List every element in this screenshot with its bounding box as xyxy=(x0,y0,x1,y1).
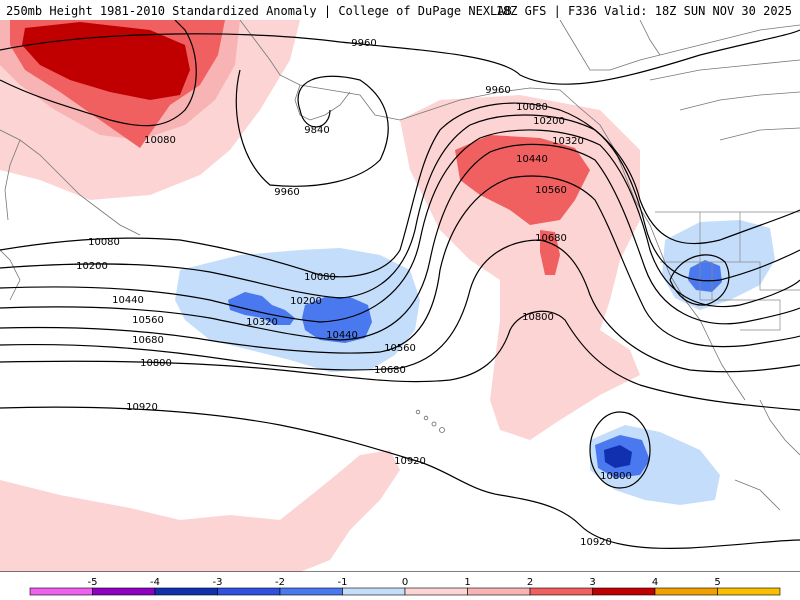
colorbar-legend: -5 -4 -3 -2 -1 0 1 2 3 4 5 xyxy=(0,575,800,600)
contour-10080 xyxy=(0,102,800,278)
contour-10800-low xyxy=(589,411,651,489)
contour-label: 10680 xyxy=(374,365,406,376)
colorbar-tick-label: -1 xyxy=(338,577,348,588)
coastlines xyxy=(0,20,800,511)
contour-9960 xyxy=(0,29,800,85)
contour-10200 xyxy=(0,114,800,299)
anomaly-map: 9960 9960 9960 9840 10080 10080 10080 10… xyxy=(0,20,800,572)
contour-10800 xyxy=(0,310,800,411)
colorbar-swatch-neg1 xyxy=(279,587,343,596)
colorbar-swatch-pos5 xyxy=(717,587,781,596)
anomaly-neg1-uswest xyxy=(662,220,775,310)
colorbar-tick-label: -2 xyxy=(275,577,285,588)
contour-label: 9960 xyxy=(274,187,299,198)
contour-label: 10200 xyxy=(290,296,322,307)
political-boundaries xyxy=(655,211,800,331)
contour-label: 10920 xyxy=(580,537,612,548)
contour-label: 10440 xyxy=(112,295,144,306)
contour-10920 xyxy=(0,406,800,549)
contour-label: 10680 xyxy=(132,335,164,346)
colorbar-tick-label: -3 xyxy=(213,577,223,588)
contour-label: 10200 xyxy=(76,261,108,272)
contour-label: 10920 xyxy=(126,402,158,413)
anomaly-shading xyxy=(0,20,775,572)
colorbar-swatch-neg0 xyxy=(342,587,406,596)
height-contours xyxy=(0,20,800,549)
colorbar-labels: -5 -4 -3 -2 -1 0 1 2 3 4 5 xyxy=(88,577,721,588)
contour-label: 10440 xyxy=(326,330,358,341)
model-valid-time: 18Z GFS | F336 Valid: 18Z SUN NOV 30 202… xyxy=(495,4,792,18)
colorbar-tick-label: 4 xyxy=(652,577,658,588)
anomaly-neg3-southeast xyxy=(604,445,632,468)
contour-label: 10800 xyxy=(600,471,632,482)
anomaly-pos3-siberia xyxy=(22,22,190,100)
anomaly-pos1-southwest xyxy=(0,450,400,572)
colorbar-tick-label: 0 xyxy=(402,577,408,588)
colorbar-swatch-pos2 xyxy=(529,587,593,596)
contour-9960-alaska xyxy=(235,69,389,187)
contour-10320 xyxy=(0,129,800,323)
contour-label: 10560 xyxy=(132,315,164,326)
colorbar-swatch-pos4 xyxy=(654,587,718,596)
colorbar-swatch-neg2 xyxy=(217,587,281,596)
anomaly-neg2-central-a xyxy=(228,292,295,325)
anomaly-neg1-central xyxy=(175,248,420,372)
header-bar: 250mb Height 1981-2010 Standardized Anom… xyxy=(0,0,800,20)
contour-10440 xyxy=(0,143,800,341)
contour-10680 xyxy=(0,239,800,373)
contour-10080-siberia xyxy=(0,20,197,127)
colorbar-swatch-pos3 xyxy=(592,587,656,596)
anomaly-neg2-uswest xyxy=(688,260,722,292)
contour-label: 10080 xyxy=(144,135,176,146)
contour-label: 10440 xyxy=(516,154,548,165)
colorbar-swatch-pos1 xyxy=(467,587,531,596)
contour-label: 10080 xyxy=(304,272,336,283)
contour-uswest-trough xyxy=(669,254,730,306)
colorbar-swatch-neg4 xyxy=(92,587,156,596)
colorbar-tick-label: 1 xyxy=(464,577,470,588)
contour-label: 10680 xyxy=(535,233,567,244)
contour-label: 10200 xyxy=(533,116,565,127)
colorbar-tick-label: -5 xyxy=(88,577,98,588)
contour-label: 10560 xyxy=(535,185,567,196)
hawaii-islands xyxy=(415,409,445,433)
colorbar-swatch-pos0 xyxy=(404,587,468,596)
contour-label: 9960 xyxy=(351,38,376,49)
colorbar-swatch-neg3 xyxy=(154,587,218,596)
contour-label: 10320 xyxy=(246,317,278,328)
contour-label: 9840 xyxy=(304,125,329,136)
colorbar-tick-label: 2 xyxy=(527,577,533,588)
contour-label: 10800 xyxy=(140,358,172,369)
colorbar-tick-label: -4 xyxy=(150,577,160,588)
contour-labels: 9960 9960 9960 9840 10080 10080 10080 10… xyxy=(76,38,632,548)
contour-label: 10320 xyxy=(552,136,584,147)
colorbar-tick-label: 3 xyxy=(589,577,595,588)
contour-label: 10800 xyxy=(522,312,554,323)
colorbar-tick-label: 5 xyxy=(714,577,720,588)
contour-label: 10080 xyxy=(88,237,120,248)
contour-label: 10080 xyxy=(516,102,548,113)
contour-label: 9960 xyxy=(485,85,510,96)
colorbar-swatch-neg5 xyxy=(29,587,93,596)
anomaly-pos2-gulf xyxy=(455,135,590,225)
colorbar-swatches xyxy=(29,587,781,596)
contour-label: 10560 xyxy=(384,343,416,354)
contour-10560 xyxy=(0,175,800,354)
map-title: 250mb Height 1981-2010 Standardized Anom… xyxy=(6,4,512,18)
contour-label: 10920 xyxy=(394,456,426,467)
